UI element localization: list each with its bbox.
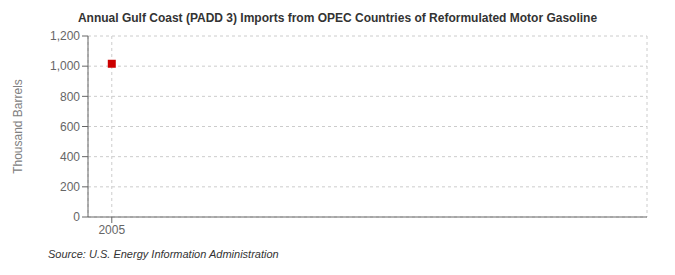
html-text:Source: U.S. Energy Informatio: Source: U.S. Energy Information Administ… (48, 248, 279, 260)
svg-text:2005: 2005 (98, 223, 125, 237)
html-text:Annual Gulf Coast (PADD 3) Imp: Annual Gulf Coast (PADD 3) Imports from … (77, 11, 598, 25)
svg-text:0: 0 (73, 210, 80, 224)
svg-text:1,200: 1,200 (50, 29, 80, 43)
svg-text:1,000: 1,000 (50, 59, 80, 73)
svg-text:Thousand Barrels: Thousand Barrels (11, 79, 25, 174)
svg-text:600: 600 (60, 120, 80, 134)
svg-text:400: 400 (60, 150, 80, 164)
svg-text:800: 800 (60, 90, 80, 104)
svg-text:200: 200 (60, 180, 80, 194)
